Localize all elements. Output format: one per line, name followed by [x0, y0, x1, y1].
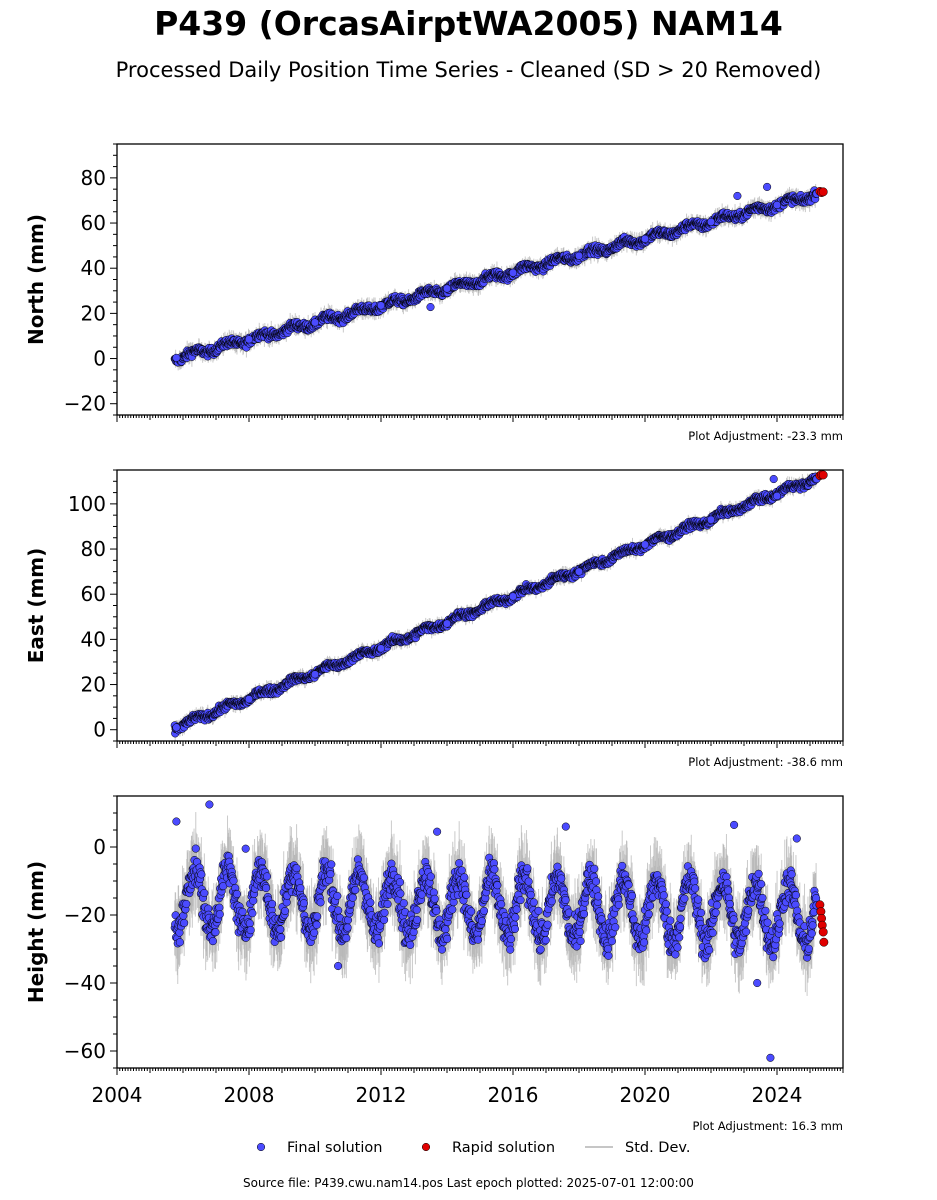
x-axis — [116, 415, 844, 422]
y-tick-label: 0 — [93, 347, 106, 371]
y-tick-label: 80 — [81, 166, 106, 190]
panel-1: −20 0 20 40 60 80 North (mm) Plot Adjustment: -… — [24, 143, 844, 443]
chart-title: P439 (OrcasAirptWA2005) NAM14 — [154, 4, 783, 43]
y-tick-label: 20 — [81, 301, 106, 325]
final-point — [442, 284, 452, 293]
rapid-solution-series — [815, 186, 828, 198]
final-point — [706, 217, 716, 226]
final-point — [426, 303, 435, 312]
y-axis-label: North (mm) — [24, 214, 48, 345]
final-point — [508, 268, 518, 277]
final-solution-points — [170, 186, 821, 367]
y-tick-label: 40 — [81, 256, 106, 280]
y-tick-label: 60 — [81, 211, 106, 235]
final-point — [574, 251, 584, 260]
final-point — [733, 191, 742, 200]
final-point — [772, 200, 782, 210]
rapid-point — [818, 187, 828, 197]
final-point — [310, 318, 320, 327]
final-point — [172, 353, 181, 362]
y-tick-label: −20 — [64, 392, 106, 416]
final-point — [640, 234, 650, 243]
y-axis: −20 0 20 40 60 80 — [64, 143, 117, 416]
plot-area — [170, 182, 828, 371]
chart-subtitle: Processed Daily Position Time Series - C… — [115, 58, 822, 82]
final-solution-points — [170, 472, 821, 738]
final-point — [244, 335, 254, 344]
plot-area — [170, 470, 828, 741]
plot-adjustment-note: Plot Adjustment: -23.3 mm — [688, 429, 843, 443]
final-point — [763, 182, 772, 191]
final-point — [376, 301, 386, 310]
